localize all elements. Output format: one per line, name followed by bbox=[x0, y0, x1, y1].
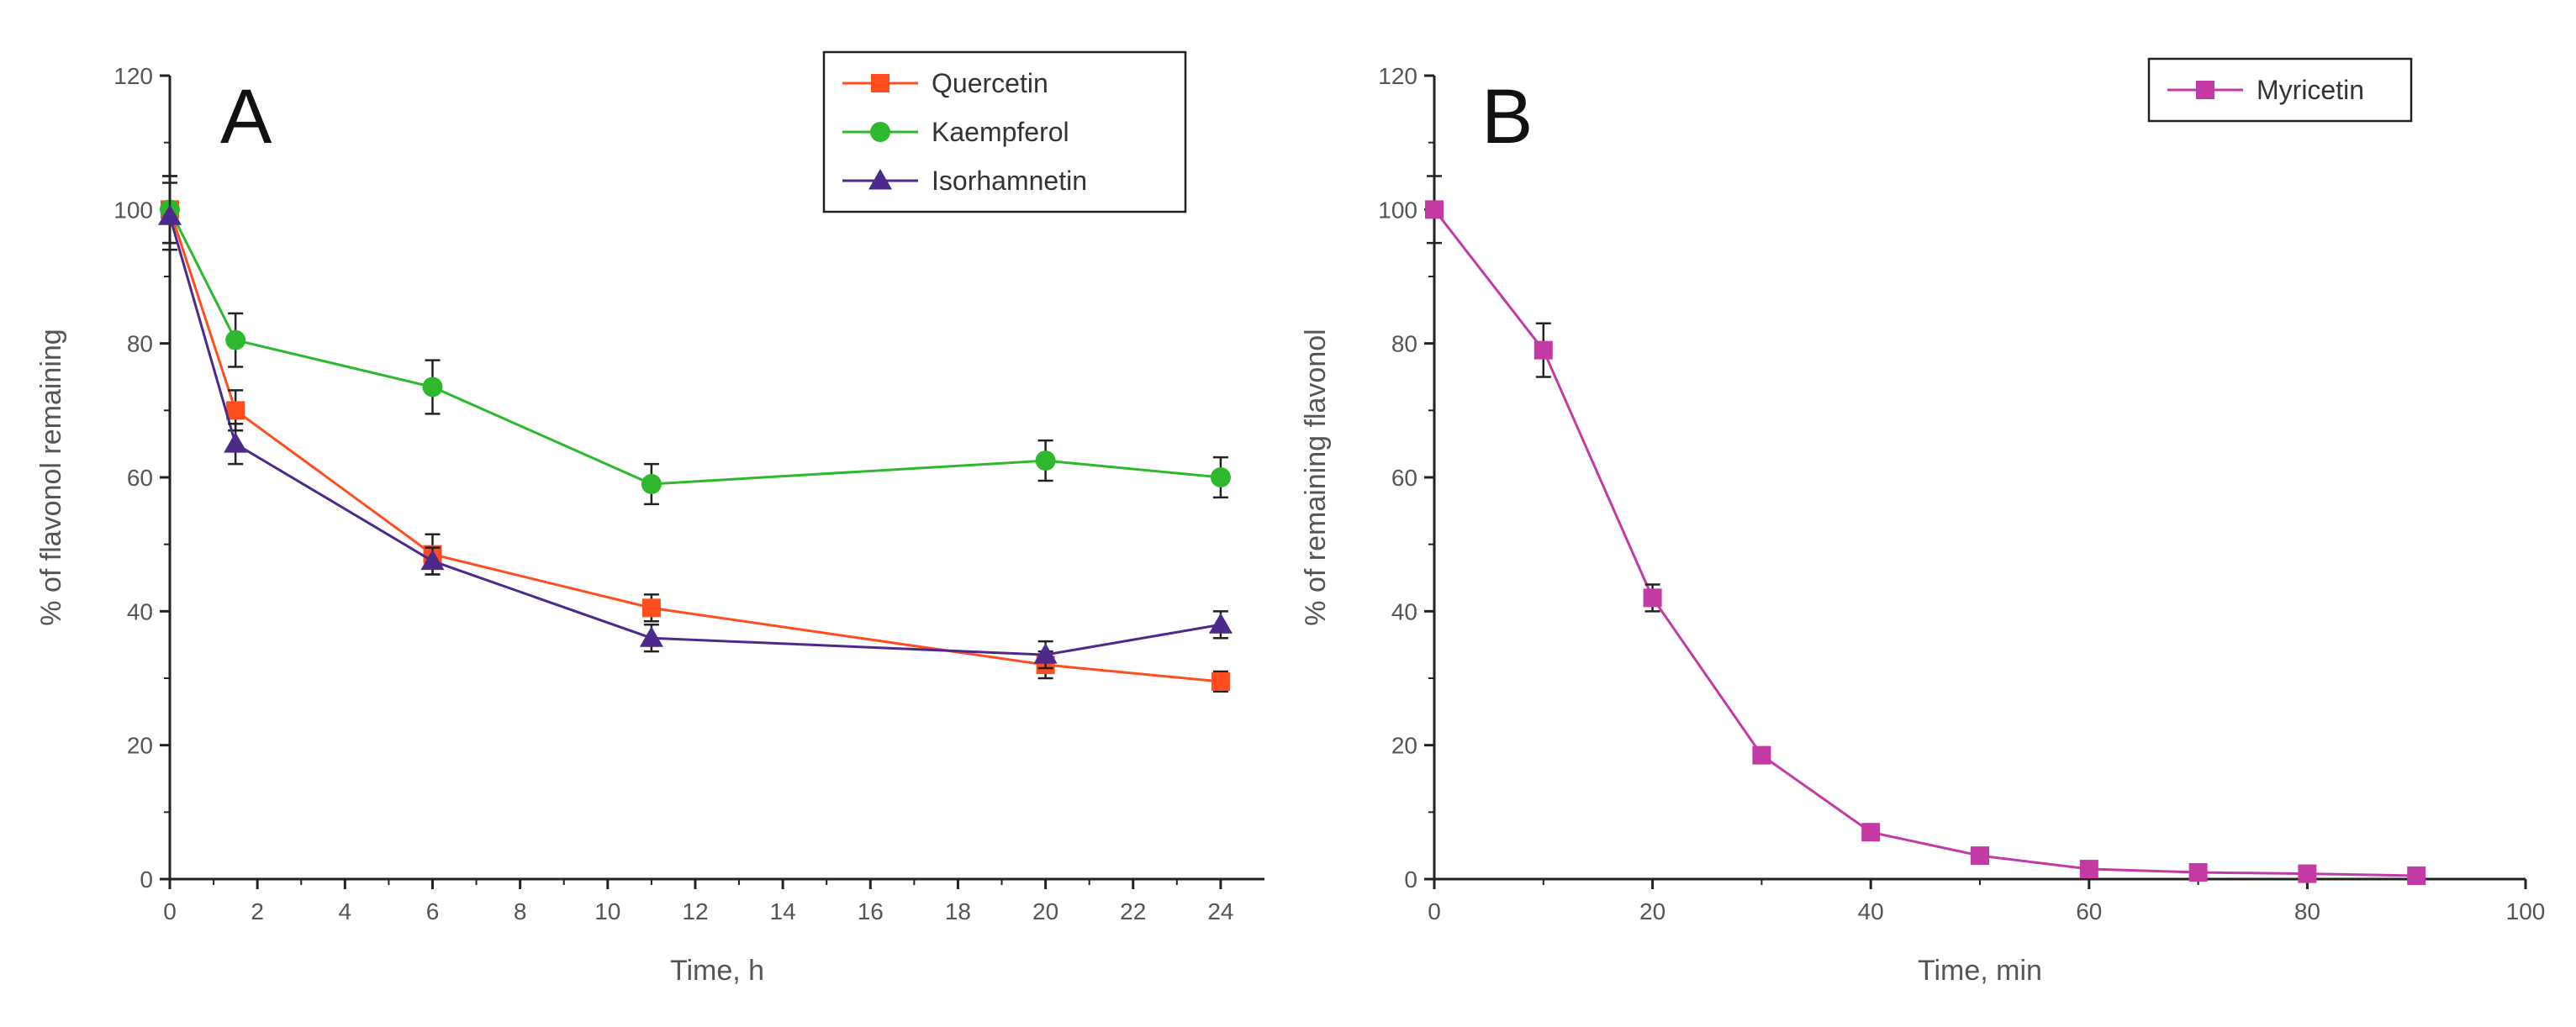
y-tick-label: 40 bbox=[1391, 598, 1417, 624]
x-axis-label: Time, h bbox=[670, 955, 764, 987]
data-point bbox=[1533, 340, 1553, 360]
x-tick-label: 14 bbox=[770, 898, 796, 924]
data-point bbox=[1971, 846, 1989, 866]
y-axis-label: % of remaining flavonol bbox=[1300, 329, 1332, 625]
series-line-myricetin bbox=[1433, 208, 2417, 877]
x-tick-label: 20 bbox=[1639, 898, 1665, 924]
x-tick-label: 8 bbox=[514, 898, 527, 924]
x-tick-label: 16 bbox=[858, 898, 884, 924]
data-point bbox=[224, 432, 248, 453]
series-line-quercetin bbox=[168, 208, 1222, 683]
y-tick-label: 120 bbox=[113, 63, 153, 89]
x-tick-label: 0 bbox=[163, 898, 177, 924]
y-tick-label: 80 bbox=[127, 331, 153, 357]
x-tick-label: 18 bbox=[945, 898, 971, 924]
series-line-isorhamnetin bbox=[168, 215, 1222, 656]
data-point bbox=[2079, 860, 2098, 879]
y-tick-label: 20 bbox=[127, 733, 153, 759]
series-kaempferol bbox=[160, 175, 1231, 506]
x-tick-label: 40 bbox=[1858, 898, 1884, 924]
series-quercetin bbox=[161, 175, 1230, 693]
x-tick-label: 0 bbox=[1428, 898, 1441, 924]
data-point bbox=[1208, 613, 1233, 634]
x-tick-label: 4 bbox=[339, 898, 352, 924]
legend-a: Quercetin Kaempferol Isorhamnetin bbox=[822, 50, 1187, 213]
data-point bbox=[1861, 823, 1881, 842]
data-point bbox=[1211, 672, 1230, 691]
data-point bbox=[420, 549, 445, 571]
legend-b: Myricetin bbox=[2147, 57, 2413, 123]
x-tick-label: 24 bbox=[1207, 898, 1233, 924]
x-tick-label: 12 bbox=[682, 898, 708, 924]
legend-label: Kaempferol bbox=[932, 117, 1069, 147]
y-tick-label: 0 bbox=[1404, 866, 1417, 893]
x-tick-label: 10 bbox=[594, 898, 620, 924]
x-tick-label: 2 bbox=[251, 898, 264, 924]
legend-label: Myricetin bbox=[2257, 75, 2364, 105]
legend-marker bbox=[870, 122, 890, 142]
data-point bbox=[1752, 745, 1771, 765]
data-point bbox=[422, 377, 443, 398]
x-tick-label: 20 bbox=[1032, 898, 1058, 924]
data-point bbox=[641, 598, 661, 618]
chart-panel-b: 0 20 40 60 80 100 120 0 20 40 60 80 100 Time, min % of… bbox=[1300, 57, 2546, 987]
data-point bbox=[2188, 863, 2208, 882]
legend-label: Quercetin bbox=[932, 68, 1048, 98]
y-tick-label: 100 bbox=[113, 197, 153, 223]
data-point bbox=[226, 401, 245, 420]
y-tick-label: 40 bbox=[127, 598, 153, 624]
y-tick-label: 100 bbox=[1378, 197, 1417, 223]
data-point bbox=[1643, 588, 1662, 608]
y-tick-label: 80 bbox=[1391, 331, 1417, 357]
legend-marker bbox=[2196, 81, 2214, 99]
data-point bbox=[1035, 450, 1056, 471]
x-tick-label: 6 bbox=[426, 898, 440, 924]
series-isorhamnetin bbox=[158, 182, 1233, 670]
data-point bbox=[639, 626, 663, 647]
x-tick-label: 100 bbox=[2506, 898, 2546, 924]
data-point bbox=[225, 329, 246, 350]
legend-marker bbox=[871, 74, 889, 92]
y-tick-label: 60 bbox=[127, 465, 153, 491]
x-tick-label: 60 bbox=[2076, 898, 2102, 924]
data-point bbox=[1210, 467, 1231, 487]
panel-letter: A bbox=[220, 74, 272, 160]
y-tick-label: 20 bbox=[1391, 733, 1417, 759]
series-myricetin bbox=[1425, 175, 2426, 886]
data-point bbox=[641, 473, 662, 494]
x-axis-label: Time, min bbox=[1918, 955, 2042, 987]
y-tick-label: 60 bbox=[1391, 465, 1417, 491]
data-point bbox=[1425, 200, 1444, 219]
x-tick-label: 22 bbox=[1120, 898, 1146, 924]
y-tick-label: 120 bbox=[1378, 63, 1417, 89]
data-point bbox=[1033, 643, 1058, 664]
series-line-kaempferol bbox=[168, 208, 1222, 486]
y-axis-label: % of flavonol remaining bbox=[35, 329, 67, 625]
x-tick-label: 80 bbox=[2294, 898, 2320, 924]
panel-letter: B bbox=[1481, 74, 1533, 160]
data-point bbox=[158, 204, 182, 225]
legend-label: Isorhamnetin bbox=[932, 166, 1087, 196]
data-point bbox=[2407, 866, 2426, 886]
data-point bbox=[2298, 864, 2317, 883]
y-tick-label: 0 bbox=[140, 866, 153, 893]
legend-marker bbox=[868, 169, 892, 190]
